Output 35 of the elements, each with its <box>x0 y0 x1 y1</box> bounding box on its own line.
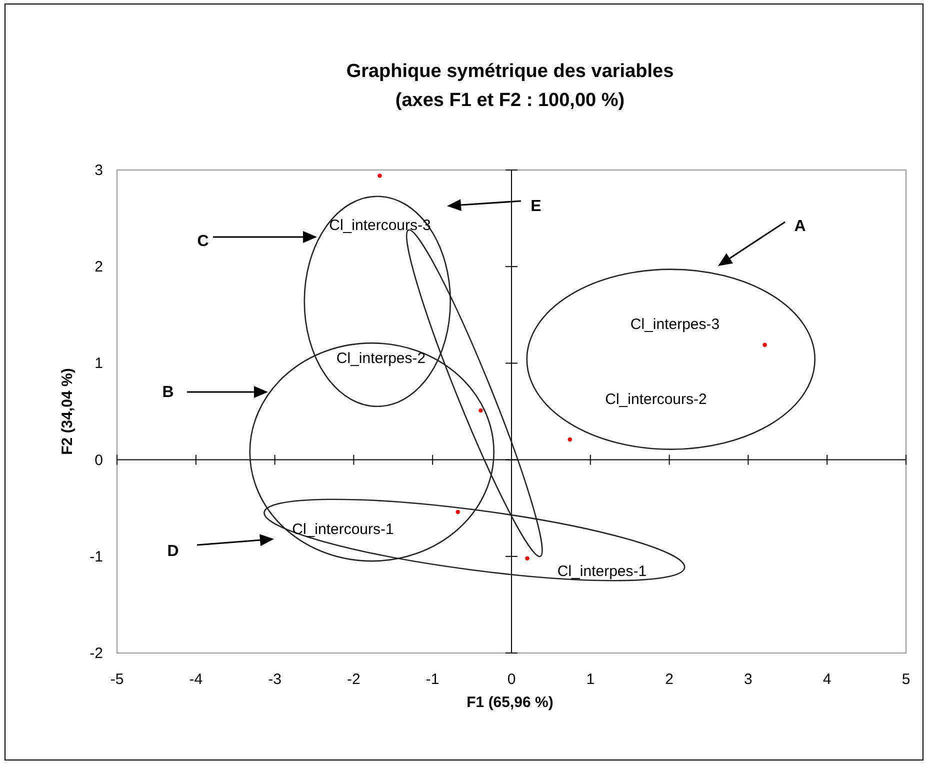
annotation: B <box>162 384 174 401</box>
point <box>378 174 382 178</box>
annotation: D <box>167 543 179 560</box>
point <box>456 510 460 514</box>
x-tick-label: -3 <box>268 671 282 688</box>
y-tick-label: 0 <box>94 452 103 469</box>
point <box>525 556 530 560</box>
x-tick-label: 4 <box>822 671 832 688</box>
y-tick-label: -2 <box>90 645 103 662</box>
annotation: A <box>794 218 806 235</box>
x-tick-label: 0 <box>507 671 516 688</box>
annotation: C <box>197 233 210 250</box>
y-tick-label: 1 <box>94 355 103 372</box>
x-tick-label: 3 <box>744 671 752 688</box>
y-axis-title: F2 (34,04 %) <box>59 368 76 455</box>
annotation: Cl_interpes-2 <box>336 350 426 367</box>
annotation: Cl_interpes-1 <box>557 563 647 580</box>
x-tick-label: 2 <box>665 671 674 688</box>
annotation: E <box>530 198 542 215</box>
x-tick-label: -1 <box>426 671 440 688</box>
annotation: Cl_intercours-2 <box>605 391 707 408</box>
x-tick-label: -5 <box>110 671 124 688</box>
annotation: Cl_intercours-1 <box>292 521 394 538</box>
x-tick-label: 5 <box>902 671 910 688</box>
y-tick-label: 3 <box>94 162 103 179</box>
point <box>478 408 483 413</box>
x-axis-title: F1 (65,96 %) <box>466 694 554 711</box>
annotation: Cl_interpes-3 <box>630 316 720 333</box>
y-tick-label: 2 <box>94 258 103 276</box>
x-tick-label: -4 <box>189 671 203 688</box>
x-tick-label: -2 <box>347 671 360 688</box>
chart-title: Graphique symétrique des variables <box>346 61 674 82</box>
y-tick-label: -1 <box>90 548 103 566</box>
chart-subtitle: (axes F1 et F2 : 100,00 %) <box>395 90 625 111</box>
x-tick-label: 1 <box>586 671 595 688</box>
